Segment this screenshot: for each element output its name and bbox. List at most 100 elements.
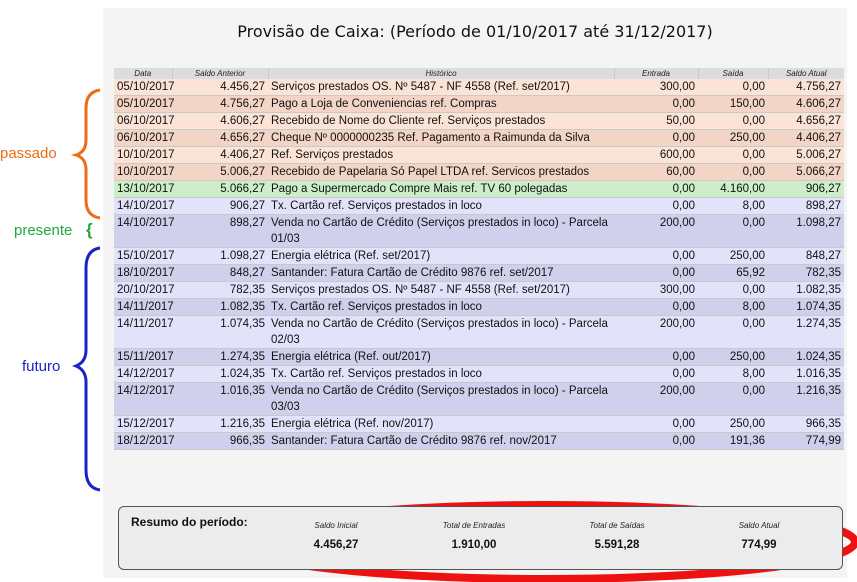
row-entrada: 200,00 — [614, 382, 698, 416]
table-row[interactable]: 14/10/2017 898,27 Venda no Cartão de Crédi… — [114, 214, 844, 248]
row-saldo-anterior: 1.274,35 — [172, 348, 268, 366]
row-saldo-anterior: 848,27 — [172, 264, 268, 282]
row-saldo-anterior: 906,27 — [172, 197, 268, 215]
row-historico: Serviços prestados OS. Nº 5487 - NF 4558… — [268, 79, 614, 96]
summary-saldo-atual-label: Saldo Atual — [738, 521, 780, 530]
row-saldo-anterior: 1.082,35 — [172, 298, 268, 316]
futuro-brace — [71, 246, 101, 492]
table-row[interactable]: 15/11/2017 1.274,35 Energia elétrica (Ref.… — [114, 348, 844, 366]
row-saldo-anterior: 1.016,35 — [172, 382, 268, 416]
row-saida: 4.160,00 — [698, 180, 768, 198]
row-saida: 250,00 — [698, 247, 768, 265]
table-row[interactable]: 18/12/2017 966,35 Santander: Fatura Cartão… — [114, 432, 844, 450]
row-date: 14/12/2017 — [114, 365, 175, 383]
row-date: 06/10/2017 — [114, 112, 175, 130]
label-passado: passado — [0, 145, 57, 162]
row-saldo-atual: 5.066,27 — [768, 163, 844, 181]
col-header-saldo-atual[interactable]: Saldo Atual — [768, 68, 844, 79]
summary-title: Resumo do período: — [131, 515, 248, 529]
row-entrada: 200,00 — [614, 214, 698, 248]
presente-brace: { — [86, 220, 93, 239]
row-historico: Recebido de Papelaria Só Papel LTDA ref.… — [268, 163, 614, 181]
row-date: 14/11/2017 — [114, 298, 174, 316]
row-entrada: 0,00 — [614, 247, 698, 265]
summary-saldo-inicial-value: 4.456,27 — [313, 539, 359, 551]
table-row[interactable]: 20/10/2017 782,35 Serviços prestados OS. N… — [114, 281, 844, 299]
cash-flow-table: Data Saldo Anterior Histórico Entrada Sa… — [114, 68, 844, 450]
row-entrada: 600,00 — [614, 146, 698, 164]
row-entrada: 200,00 — [614, 315, 698, 349]
table-row[interactable]: 15/12/2017 1.216,35 Energia elétrica (Ref.… — [114, 415, 844, 433]
table-row[interactable]: 05/10/2017 4.756,27 Pago a Loja de Conveni… — [114, 95, 844, 113]
summary-total-entradas-label: Total de Entradas — [442, 521, 506, 530]
table-row[interactable]: 14/12/2017 1.024,35 Tx. Cartão ref. Serviç… — [114, 365, 844, 383]
label-futuro: futuro — [22, 358, 61, 375]
col-header-data[interactable]: Data — [114, 68, 173, 79]
row-saldo-anterior: 898,27 — [172, 214, 268, 248]
row-saida: 0,00 — [698, 315, 768, 349]
row-saida: 250,00 — [698, 129, 768, 147]
row-saldo-atual: 4.606,27 — [768, 95, 844, 113]
table-row[interactable]: 14/10/2017 906,27 Tx. Cartão ref. Serviços… — [114, 197, 844, 215]
row-saldo-atual: 898,27 — [768, 197, 844, 215]
row-saida: 0,00 — [698, 79, 768, 96]
summary-total-saidas-label: Total de Saídas — [589, 521, 645, 530]
col-header-saldo-anterior[interactable]: Saldo Anterior — [172, 68, 269, 79]
row-saldo-atual: 4.756,27 — [768, 79, 844, 96]
row-historico: Ref. Serviços prestados — [268, 146, 614, 164]
table-row[interactable]: 10/10/2017 4.406,27 Ref. Serviços prestado… — [114, 146, 844, 164]
row-date: 10/10/2017 — [114, 163, 175, 181]
row-saldo-atual: 1.016,35 — [768, 365, 844, 383]
row-saldo-anterior: 1.024,35 — [172, 365, 268, 383]
table-row[interactable]: 15/10/2017 1.098,27 Energia elétrica (Ref.… — [114, 247, 844, 265]
table-row[interactable]: 14/11/2017 1.082,35 Tx. Cartão ref. Serviç… — [114, 298, 844, 316]
row-entrada: 300,00 — [614, 281, 698, 299]
row-entrada: 0,00 — [614, 264, 698, 282]
row-saida: 0,00 — [698, 146, 768, 164]
row-entrada: 0,00 — [614, 415, 698, 433]
table-row[interactable]: 14/12/2017 1.016,35 Venda no Cartão de Cré… — [114, 382, 844, 416]
row-historico: Santander: Fatura Cartão de Crédito 9876… — [268, 432, 614, 450]
table-row[interactable]: 06/10/2017 4.656,27 Cheque Nº 0000000235 R… — [114, 129, 844, 147]
row-saida: 0,00 — [698, 163, 768, 181]
row-historico: Energia elétrica (Ref. out/2017) — [268, 348, 614, 366]
row-date: 06/10/2017 — [114, 129, 175, 147]
row-saldo-anterior: 1.216,35 — [172, 415, 268, 433]
row-date: 14/10/2017 — [114, 197, 175, 215]
row-saida: 250,00 — [698, 415, 768, 433]
row-historico: Tx. Cartão ref. Serviços prestados in lo… — [268, 365, 614, 383]
row-date: 18/10/2017 — [114, 264, 175, 282]
summary-saldo-atual: Saldo Atual 774,99 — [704, 521, 814, 551]
row-saida: 250,00 — [698, 348, 768, 366]
row-historico: Venda no Cartão de Crédito (Serviços pre… — [268, 382, 614, 416]
row-saida: 65,92 — [698, 264, 768, 282]
summary-total-entradas: Total de Entradas 1.910,00 — [419, 521, 529, 551]
row-date: 14/12/2017 — [114, 382, 175, 416]
row-historico: Tx. Cartão ref. Serviços prestados in lo… — [268, 298, 614, 316]
row-saldo-atual: 966,35 — [768, 415, 844, 433]
summary-total-saidas-value: 5.591,28 — [594, 539, 640, 551]
row-saida: 8,00 — [698, 197, 768, 215]
row-saldo-atual: 1.274,35 — [768, 315, 844, 349]
col-header-entrada[interactable]: Entrada — [614, 68, 699, 79]
row-saida: 8,00 — [698, 298, 768, 316]
row-historico: Recebido de Nome do Cliente ref. Serviço… — [268, 112, 614, 130]
row-date: 10/10/2017 — [114, 146, 175, 164]
table-row[interactable]: 13/10/2017 5.066,27 Pago a Supermercado Co… — [114, 180, 844, 198]
row-saida: 0,00 — [698, 112, 768, 130]
row-saldo-anterior: 4.406,27 — [172, 146, 268, 164]
table-row[interactable]: 18/10/2017 848,27 Santander: Fatura Cartão… — [114, 264, 844, 282]
table-row[interactable]: 05/10/2017 4.456,27 Serviços prestados OS.… — [114, 79, 844, 96]
row-historico: Serviços prestados OS. Nº 5487 - NF 4558… — [268, 281, 614, 299]
row-date: 05/10/2017 — [114, 79, 175, 96]
table-row[interactable]: 14/11/2017 1.074,35 Venda no Cartão de Cré… — [114, 315, 844, 349]
row-entrada: 0,00 — [614, 129, 698, 147]
col-header-saida[interactable]: Saída — [698, 68, 769, 79]
row-entrada: 300,00 — [614, 79, 698, 96]
row-saldo-atual: 4.406,27 — [768, 129, 844, 147]
page-title: Provisão de Caixa: (Período de 01/10/201… — [237, 22, 713, 41]
table-row[interactable]: 10/10/2017 5.006,27 Recebido de Papelaria … — [114, 163, 844, 181]
summary-total-saidas: Total de Saídas 5.591,28 — [562, 521, 672, 551]
col-header-historico[interactable]: Histórico — [268, 68, 615, 79]
table-row[interactable]: 06/10/2017 4.606,27 Recebido de Nome do Cl… — [114, 112, 844, 130]
